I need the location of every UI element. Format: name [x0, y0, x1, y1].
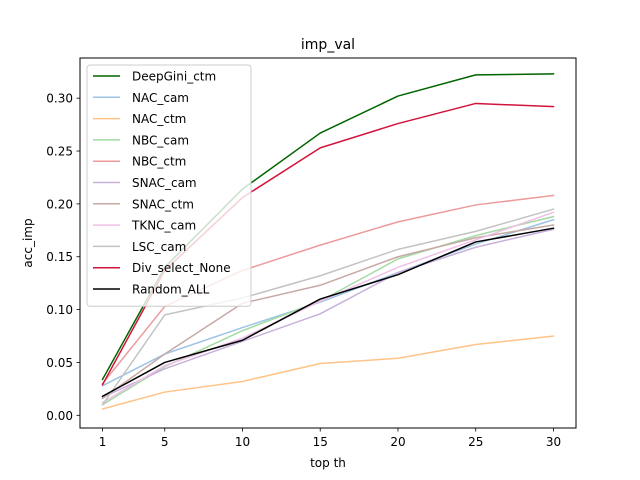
series-line-Random_ALL	[101, 227, 555, 398]
legend-item: Div_select_None	[93, 261, 231, 275]
x-tick-label: 20	[390, 435, 405, 449]
legend-item: NBC_cam	[93, 133, 189, 147]
y-axis: 0.00 0.05 0.10 0.15 0.20 0.25 0.30	[46, 92, 80, 423]
legend-item: SNAC_ctm	[93, 197, 194, 211]
legend-label: SNAC_cam	[132, 176, 197, 190]
legend-item: SNAC_cam	[93, 176, 197, 190]
y-tick-label: 0.25	[46, 145, 73, 159]
y-tick-label: 0.20	[46, 197, 73, 211]
legend-label: SNAC_ctm	[132, 197, 194, 211]
x-tick-label: 30	[546, 435, 561, 449]
x-tick-label: 5	[161, 435, 169, 449]
legend-label: DeepGini_ctm	[132, 70, 216, 84]
legend-item: DeepGini_ctm	[93, 70, 216, 84]
x-tick-label: 15	[313, 435, 328, 449]
legend-label: TKNC_cam	[131, 219, 196, 233]
y-tick-label: 0.10	[46, 303, 73, 317]
x-tick-label: 25	[468, 435, 483, 449]
x-tick-label: 1	[99, 435, 107, 449]
legend-label: NBC_cam	[132, 133, 189, 147]
legend-label: Random_ALL	[132, 283, 210, 297]
legend-item: Random_ALL	[93, 283, 210, 297]
plot-frame	[79, 57, 577, 429]
y-tick-label: 0.05	[46, 356, 73, 370]
legend-item: NAC_ctm	[93, 112, 186, 126]
legend-label: LSC_cam	[132, 240, 186, 254]
legend-label: NAC_cam	[132, 91, 189, 105]
y-tick-label: 0.00	[46, 409, 73, 423]
legend-label: NBC_ctm	[132, 155, 186, 169]
legend-label: NAC_ctm	[132, 112, 186, 126]
series-line-SNAC_cam	[101, 228, 555, 399]
legend-item: NAC_cam	[93, 91, 189, 105]
chart-title: imp_val	[301, 37, 355, 53]
x-axis-label: top th	[310, 456, 346, 470]
legend-item: TKNC_cam	[93, 219, 196, 233]
series-line-TKNC_cam	[101, 211, 555, 404]
legend: DeepGini_ctm NAC_cam NAC_ctm NBC_cam NBC_ctm…	[86, 64, 252, 307]
series-line-LSC_cam	[101, 208, 555, 406]
x-axis: 1 5 10 15 20 25 30	[99, 428, 561, 449]
series-line-SNAC_ctm	[101, 224, 555, 400]
legend-frame	[86, 64, 252, 307]
y-axis-label: acc_imp	[21, 218, 35, 267]
legend-label: Div_select_None	[132, 261, 231, 275]
legend-item: LSC_cam	[93, 240, 186, 254]
legend-item: NBC_ctm	[93, 155, 186, 169]
series-line-NAC_ctm	[101, 335, 555, 410]
series-layer	[101, 73, 555, 410]
y-tick-label: 0.15	[46, 250, 73, 264]
y-tick-label: 0.30	[46, 92, 73, 106]
x-tick-label: 10	[235, 435, 250, 449]
